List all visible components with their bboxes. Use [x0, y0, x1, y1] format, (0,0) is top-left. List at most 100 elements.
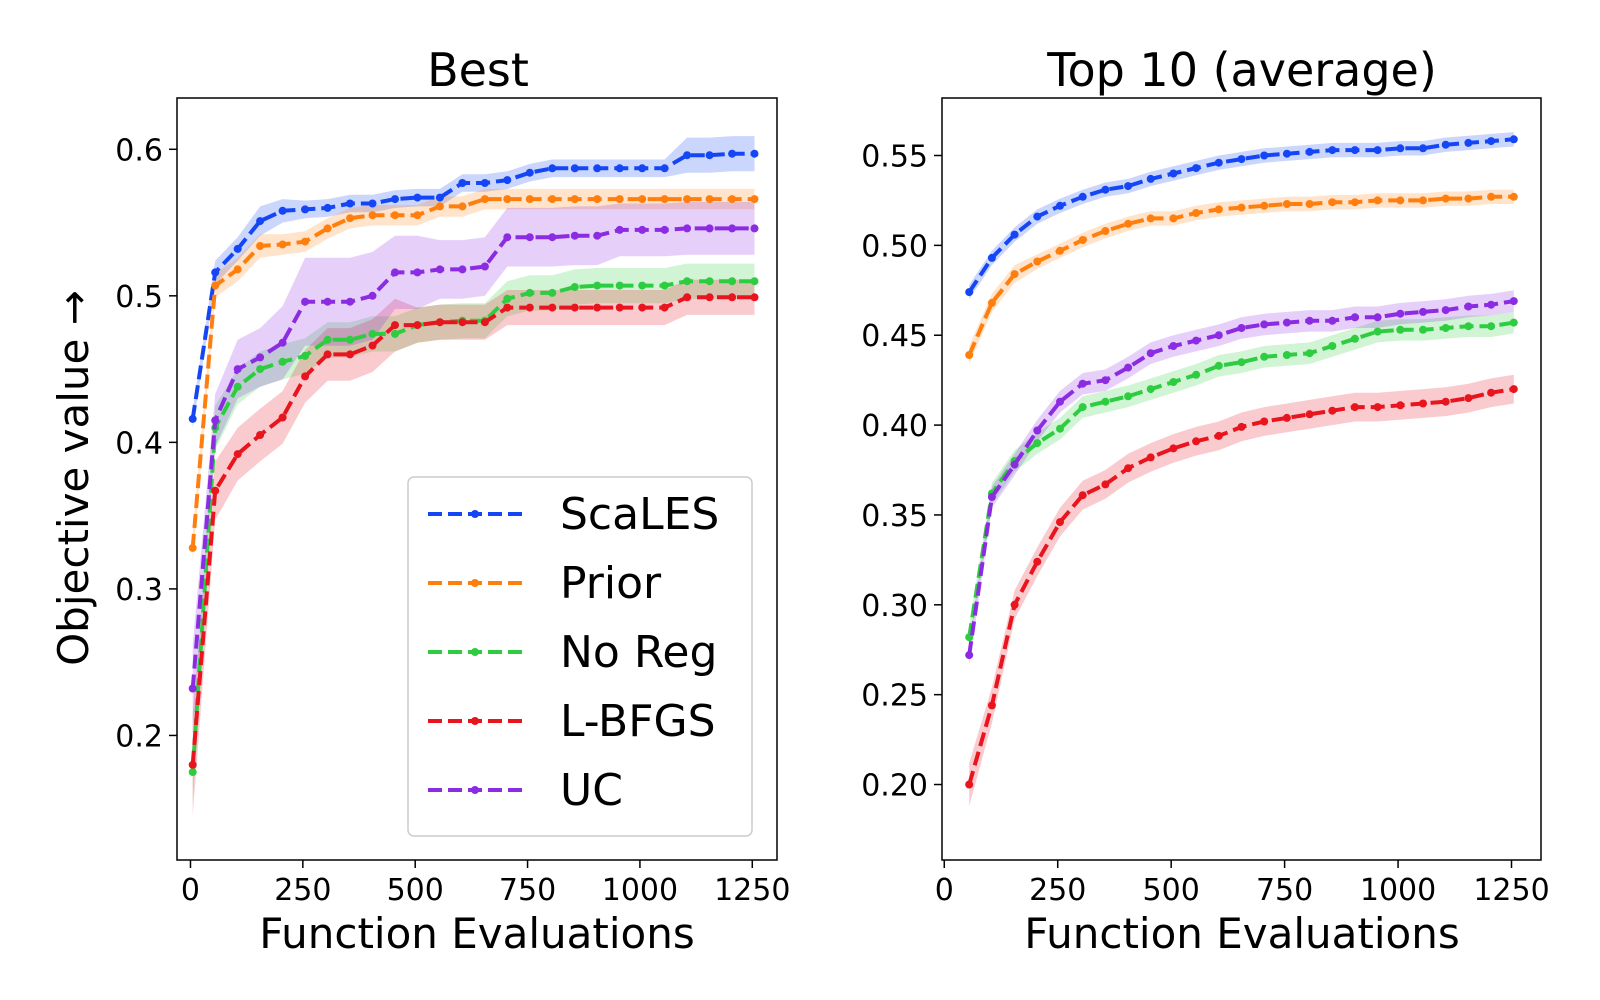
- point-prior: [323, 224, 332, 233]
- point-prior: [728, 195, 737, 204]
- point-uc: [1146, 349, 1155, 358]
- point-no-reg: [965, 633, 974, 642]
- legend-label-prior: Prior: [560, 558, 662, 609]
- legend-marker-uc: [471, 786, 479, 794]
- y-axis-title: Objective value →: [49, 290, 98, 666]
- point-scales: [1260, 151, 1269, 160]
- point-uc: [1509, 297, 1518, 306]
- point-no-reg: [548, 288, 557, 297]
- y-tick-label: 0.50: [861, 229, 928, 264]
- point-scales: [1509, 135, 1518, 144]
- point-prior: [705, 195, 714, 204]
- point-scales: [1033, 212, 1042, 221]
- point-no-reg: [1282, 351, 1291, 359]
- point-l-bfgs: [1509, 385, 1518, 394]
- point-uc: [548, 233, 557, 242]
- point-uc: [750, 224, 759, 233]
- point-l-bfgs: [1237, 422, 1246, 431]
- point-l-bfgs: [323, 350, 332, 359]
- y-tick-label: 0.2: [115, 719, 163, 754]
- legend-box: [407, 476, 753, 837]
- point-uc: [1441, 306, 1450, 315]
- point-no-reg: [256, 365, 265, 374]
- point-l-bfgs: [256, 431, 265, 439]
- point-l-bfgs: [570, 303, 579, 312]
- point-scales: [1487, 137, 1496, 146]
- point-no-reg: [1396, 325, 1405, 334]
- point-no-reg: [1305, 349, 1314, 358]
- point-l-bfgs: [301, 372, 310, 381]
- point-no-reg: [1373, 327, 1382, 336]
- point-l-bfgs: [233, 450, 242, 459]
- point-scales: [1056, 201, 1064, 210]
- point-scales: [1305, 147, 1314, 156]
- point-prior: [1464, 194, 1473, 203]
- y-tick-label: 0.5: [115, 280, 163, 315]
- point-prior: [1396, 196, 1405, 205]
- x-tick-label: 750: [499, 873, 556, 908]
- x-tick-label: 250: [274, 873, 331, 908]
- point-no-reg: [1328, 342, 1337, 350]
- point-uc: [1192, 336, 1201, 345]
- point-no-reg: [1509, 318, 1518, 327]
- point-scales: [1396, 144, 1405, 153]
- point-prior: [458, 202, 467, 211]
- point-scales: [570, 164, 579, 173]
- point-l-bfgs: [593, 303, 602, 312]
- panel-top10: Top 10 (average) 0 250 500 750 1000 1250 0.20…: [861, 43, 1549, 958]
- point-scales: [593, 164, 602, 173]
- point-prior: [683, 195, 692, 204]
- point-l-bfgs: [750, 293, 759, 302]
- point-uc: [435, 265, 444, 274]
- point-scales: [1419, 144, 1427, 153]
- point-l-bfgs: [705, 293, 714, 302]
- legend-marker-scales: [471, 510, 479, 518]
- point-uc: [683, 224, 692, 233]
- point-no-reg: [638, 281, 647, 290]
- x-tick-layer: 0 250 500 750 1000 1250: [181, 860, 790, 908]
- point-prior: [301, 237, 310, 246]
- x-tick-label: 500: [387, 873, 444, 908]
- point-uc: [233, 365, 242, 374]
- point-l-bfgs: [391, 321, 399, 330]
- point-uc: [638, 225, 647, 234]
- point-l-bfgs: [1419, 399, 1427, 408]
- x-tick-layer: 0 250 500 750 1000 1250: [935, 860, 1550, 908]
- point-scales: [1010, 230, 1019, 239]
- band-scales: [192, 136, 755, 428]
- point-prior: [1282, 200, 1291, 208]
- point-uc: [1396, 309, 1405, 318]
- point-prior: [278, 240, 287, 249]
- point-no-reg: [346, 335, 354, 344]
- y-tick-layer: 0.20 0.25 0.30 0.35 0.40 0.45 0.50 0.55: [861, 140, 942, 804]
- point-prior: [211, 281, 220, 290]
- point-l-bfgs: [1214, 431, 1223, 440]
- y-tick-label: 0.40: [861, 409, 928, 444]
- point-prior: [503, 195, 512, 204]
- point-uc: [525, 233, 534, 242]
- point-uc: [413, 268, 422, 277]
- point-prior: [525, 195, 534, 204]
- point-prior: [1214, 205, 1223, 214]
- point-l-bfgs: [1033, 557, 1042, 566]
- legend-label-scales: ScaLES: [560, 489, 719, 540]
- point-prior: [1373, 196, 1382, 205]
- y-tick-label: 0.30: [861, 589, 928, 624]
- point-no-reg: [188, 768, 197, 777]
- panel-best: Best 0 250 500 750 1000 1250 0.20.30.40.50.6 …: [49, 43, 790, 958]
- point-scales: [368, 199, 377, 208]
- point-no-reg: [683, 277, 692, 286]
- point-scales: [301, 205, 310, 214]
- point-no-reg: [1260, 352, 1269, 361]
- point-prior: [1146, 214, 1155, 223]
- point-uc: [323, 297, 332, 306]
- point-scales: [1350, 146, 1359, 155]
- y-tick-label: 0.3: [115, 573, 163, 608]
- point-uc: [1101, 376, 1110, 385]
- point-uc: [705, 224, 714, 233]
- point-prior: [1056, 246, 1064, 255]
- point-uc: [211, 416, 220, 425]
- legend-entries: ScaLES Prior No Reg L-BFGS UC: [428, 489, 719, 816]
- point-scales: [188, 414, 197, 423]
- point-scales: [1328, 146, 1337, 155]
